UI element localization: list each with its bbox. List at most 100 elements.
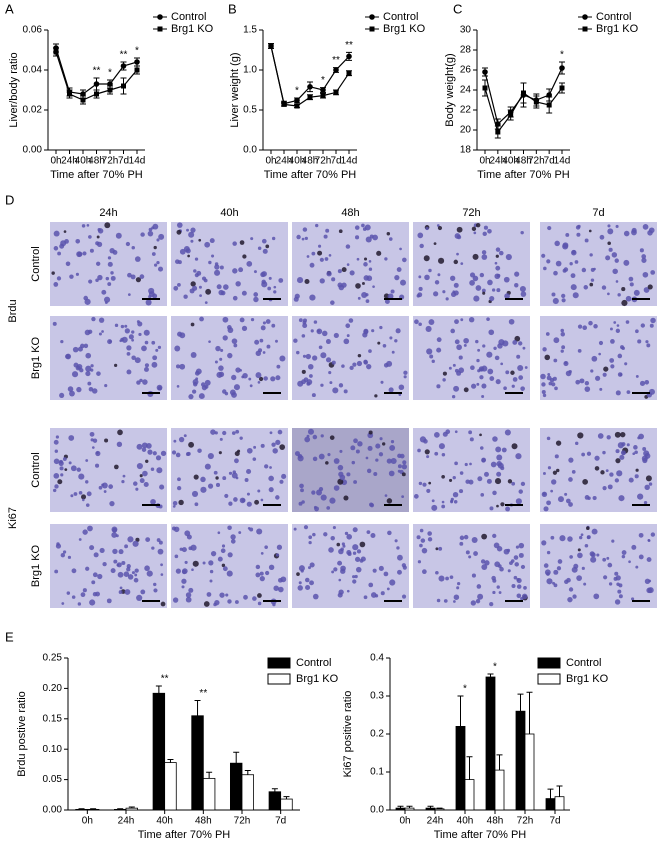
nucleus — [60, 473, 64, 477]
nucleus — [473, 295, 480, 302]
nucleus — [481, 564, 488, 570]
nucleus — [126, 345, 132, 351]
nucleus — [114, 323, 119, 328]
nucleus — [197, 448, 202, 453]
nucleus — [386, 498, 393, 504]
nucleus — [231, 472, 238, 479]
y-tick-label: 0.06 — [23, 25, 43, 36]
nucleus — [204, 463, 211, 470]
nucleus — [185, 592, 192, 598]
nucleus — [473, 231, 477, 235]
nucleus — [72, 346, 79, 353]
nucleus — [436, 598, 441, 603]
nucleus — [312, 593, 319, 600]
nucleus — [379, 437, 383, 441]
nucleus — [184, 560, 188, 565]
nucleus — [613, 576, 618, 581]
nucleus — [214, 264, 220, 270]
nucleus — [78, 473, 85, 480]
nucleus — [357, 441, 363, 447]
nucleus — [647, 284, 653, 290]
nucleus — [476, 358, 480, 363]
nucleus — [320, 383, 324, 387]
nucleus — [85, 480, 89, 484]
nucleus — [306, 255, 310, 258]
nucleus — [78, 491, 83, 495]
nucleus — [332, 526, 336, 530]
nucleus — [607, 241, 611, 246]
nucleus — [110, 568, 116, 574]
nucleus — [338, 229, 343, 234]
nucleus — [75, 272, 79, 276]
nucleus — [311, 393, 316, 398]
significance: * — [321, 75, 325, 86]
nucleus — [453, 600, 456, 603]
nucleus — [219, 437, 223, 441]
nucleus — [645, 340, 649, 344]
nucleus — [637, 493, 644, 500]
nucleus — [477, 476, 483, 482]
point — [559, 85, 565, 91]
nucleus — [62, 550, 67, 554]
nucleus — [550, 535, 555, 540]
nucleus — [115, 232, 122, 239]
nucleus — [492, 533, 497, 539]
nucleus — [131, 355, 136, 361]
nucleus — [153, 245, 157, 250]
nucleus — [577, 548, 581, 552]
nucleus — [204, 241, 211, 248]
nucleus — [422, 569, 427, 575]
nucleus — [202, 561, 206, 565]
nucleus — [145, 299, 152, 306]
nucleus — [576, 575, 582, 581]
nucleus — [198, 238, 202, 242]
nucleus — [260, 443, 265, 448]
nucleus — [383, 571, 389, 577]
nucleus — [254, 339, 260, 345]
nucleus — [126, 369, 132, 375]
nucleus — [296, 572, 300, 576]
nucleus — [268, 487, 274, 493]
panel-label: E — [5, 629, 14, 644]
nucleus — [548, 381, 553, 386]
nucleus — [554, 386, 558, 391]
nucleus — [643, 500, 648, 505]
nucleus — [504, 429, 511, 436]
nucleus — [554, 240, 560, 247]
nucleus — [333, 485, 340, 491]
nucleus — [70, 494, 74, 498]
nucleus — [337, 478, 344, 485]
nucleus — [456, 344, 462, 351]
nucleus — [249, 384, 253, 388]
nucleus — [573, 563, 579, 569]
nucleus — [337, 464, 344, 471]
nucleus — [390, 457, 397, 465]
nucleus — [320, 434, 324, 438]
y-tick-label: 28 — [460, 45, 472, 56]
nucleus — [329, 381, 333, 385]
nucleus — [307, 428, 314, 435]
nucleus — [454, 368, 459, 373]
nucleus — [153, 582, 157, 587]
nucleus — [544, 569, 551, 576]
nucleus — [546, 436, 551, 441]
significance: * — [463, 684, 467, 695]
nucleus — [316, 328, 323, 335]
nucleus — [512, 377, 518, 382]
nucleus — [631, 597, 635, 601]
nucleus — [89, 248, 94, 253]
nucleus — [340, 565, 346, 572]
nucleus — [234, 451, 240, 457]
significance: * — [295, 86, 299, 97]
nucleus — [388, 470, 395, 477]
nucleus — [301, 369, 306, 374]
nucleus — [89, 431, 95, 437]
nucleus — [568, 587, 574, 592]
nucleus — [518, 375, 524, 380]
nucleus — [398, 384, 405, 391]
point — [533, 99, 539, 105]
nucleus — [615, 458, 621, 464]
nucleus — [124, 324, 128, 328]
nucleus — [571, 249, 576, 254]
bar — [485, 676, 496, 811]
